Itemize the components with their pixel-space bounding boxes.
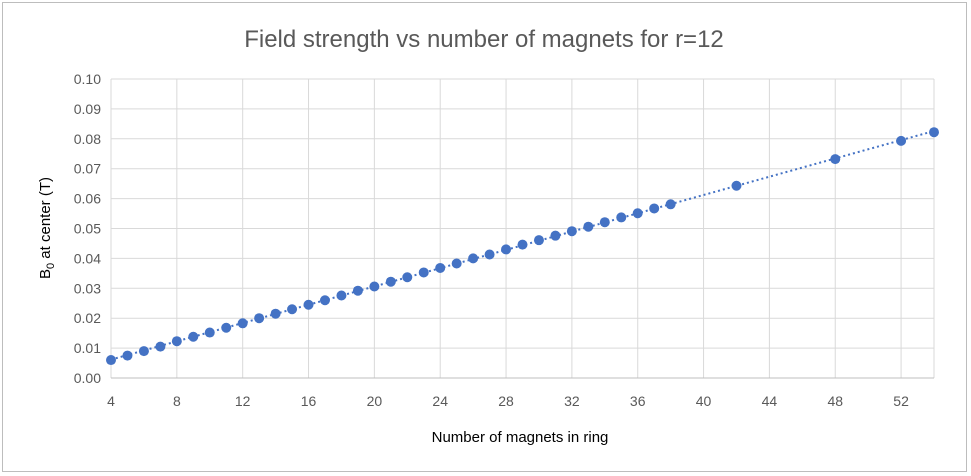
data-points xyxy=(106,127,939,366)
data-point xyxy=(599,217,610,228)
y-tick-labels: 0.00 0.01 0.02 0.03 0.04 0.05 0.06 0.07 0.08 0.09… xyxy=(74,71,101,386)
x-axis-title: Number of magnets in ring xyxy=(432,429,609,446)
y-tick-label: 0.07 xyxy=(74,161,101,177)
y-axis-title: B0 at center (T) xyxy=(37,177,57,279)
data-point xyxy=(352,285,363,296)
data-point xyxy=(319,295,330,306)
data-point xyxy=(122,350,133,361)
data-point xyxy=(501,244,512,255)
y-axis-title-subscript: 0 xyxy=(45,263,57,269)
trendline xyxy=(110,130,935,361)
y-tick-label: 0.03 xyxy=(74,280,101,296)
data-point xyxy=(616,212,627,223)
data-point xyxy=(435,262,446,273)
y-axis-title-rest: at center (T) xyxy=(37,177,54,263)
data-point xyxy=(385,276,396,287)
x-tick-label: 20 xyxy=(367,393,383,409)
data-point xyxy=(171,336,182,347)
data-point xyxy=(418,267,429,278)
x-tick-label: 4 xyxy=(107,393,115,409)
y-tick-label: 0.05 xyxy=(74,221,101,237)
x-tick-labels: 4 8 12 16 20 24 28 32 36 40 44 48 52 xyxy=(107,393,909,409)
x-tick-label: 16 xyxy=(301,393,317,409)
data-point xyxy=(155,341,166,352)
x-tick-label: 36 xyxy=(630,393,646,409)
grid xyxy=(110,78,935,379)
data-point xyxy=(896,135,907,146)
data-point xyxy=(336,290,347,301)
data-point xyxy=(237,318,248,329)
chart-title: Field strength vs number of magnets for … xyxy=(244,26,724,53)
data-point xyxy=(451,258,462,269)
data-point xyxy=(632,208,643,219)
y-tick-label: 0.00 xyxy=(74,370,101,386)
x-tick-label: 40 xyxy=(696,393,712,409)
y-tick-label: 0.01 xyxy=(74,340,101,356)
data-point xyxy=(533,235,544,246)
data-point xyxy=(303,299,314,310)
data-point xyxy=(106,355,116,366)
data-point xyxy=(204,327,215,338)
data-point xyxy=(402,272,413,283)
data-point xyxy=(188,331,199,342)
y-axis-title-base: B xyxy=(37,269,54,279)
data-point xyxy=(665,199,676,210)
x-tick-label: 32 xyxy=(564,393,580,409)
data-point xyxy=(270,308,281,319)
y-tick-label: 0.10 xyxy=(74,71,101,87)
x-tick-label: 44 xyxy=(762,393,778,409)
x-tick-label: 8 xyxy=(173,393,181,409)
data-point xyxy=(566,226,577,237)
data-point xyxy=(369,281,380,292)
x-tick-label: 48 xyxy=(827,393,843,409)
trendline-group xyxy=(110,130,935,361)
data-point xyxy=(287,304,298,315)
data-point xyxy=(254,313,265,324)
data-point xyxy=(484,249,495,260)
y-tick-label: 0.06 xyxy=(74,191,101,207)
data-point xyxy=(649,203,660,214)
x-tick-label: 24 xyxy=(432,393,448,409)
data-point xyxy=(583,221,594,232)
data-point xyxy=(550,230,561,241)
x-tick-label: 52 xyxy=(893,393,909,409)
data-point xyxy=(929,127,939,138)
data-point xyxy=(830,154,841,165)
data-point xyxy=(468,253,479,264)
y-tick-label: 0.09 xyxy=(74,101,101,117)
data-point xyxy=(138,346,149,357)
x-tick-label: 28 xyxy=(498,393,514,409)
x-tick-label: 12 xyxy=(235,393,251,409)
y-tick-label: 0.08 xyxy=(74,131,101,147)
y-tick-label: 0.02 xyxy=(74,310,101,326)
data-point xyxy=(517,239,528,250)
y-tick-label: 0.04 xyxy=(74,250,101,266)
data-point xyxy=(731,180,742,191)
data-point xyxy=(221,322,232,333)
